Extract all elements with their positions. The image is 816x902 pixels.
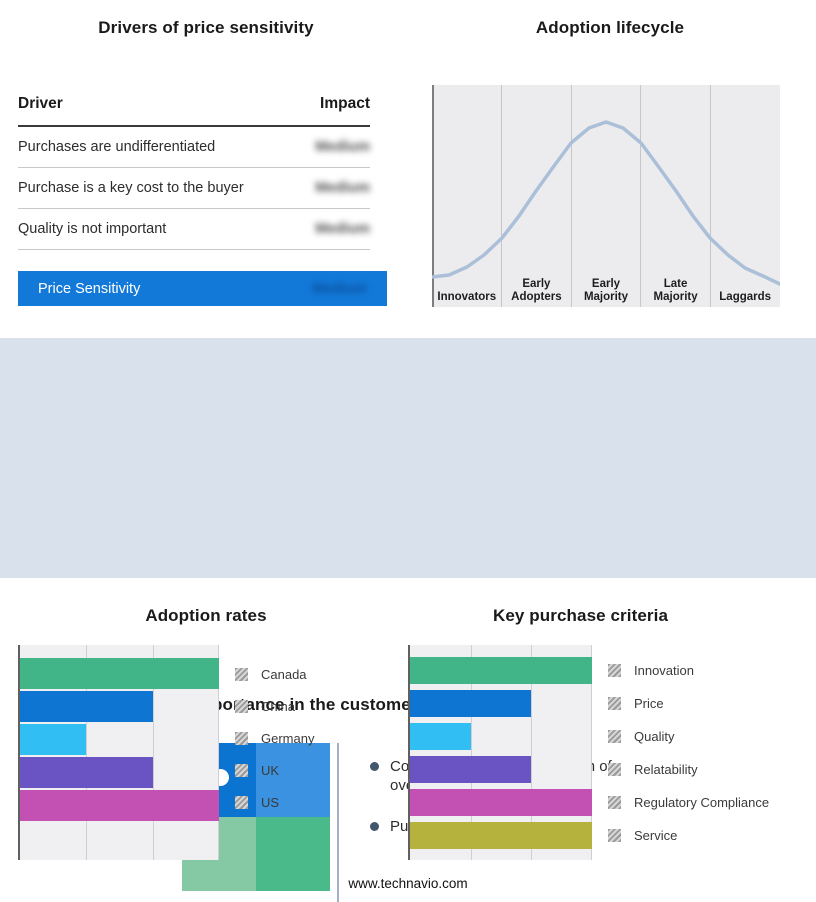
impact-value-redacted: Medium: [315, 139, 370, 155]
legend-item: Quality: [608, 728, 769, 744]
legend-item: US: [235, 794, 314, 810]
stage-label: Early Adopters: [511, 277, 562, 303]
impact-column-header: Impact: [320, 95, 370, 112]
legend-label: China: [261, 698, 295, 714]
footer-url: www.technavio.com: [348, 876, 468, 891]
gridline: [531, 645, 533, 860]
legend-label: Germany: [261, 730, 315, 746]
stage-label: Early Majority: [583, 277, 629, 303]
gridline: [218, 645, 219, 860]
gridline: [470, 645, 472, 860]
stage-label: Innovators: [437, 290, 497, 303]
impact-value-redacted: Medium: [315, 221, 370, 237]
legend-item: Relatability: [608, 761, 769, 777]
bullet-icon: [370, 762, 379, 771]
legend-swatch: [608, 762, 621, 776]
legend-item: Germany: [235, 730, 315, 746]
legend-item: UK: [235, 762, 314, 778]
bar-innovation: [410, 657, 592, 684]
y-axis-line: [432, 85, 434, 307]
adoption-rates-title: Adoption rates: [145, 606, 267, 625]
legend-item: Price: [608, 695, 769, 711]
driver-cell: Purchases are undifferentiated: [18, 139, 216, 155]
key-criteria-legend: Innovation Price Quality Relatability Re…: [608, 662, 770, 843]
drivers-table: Driver Impact Purchases are undifferenti…: [18, 95, 370, 250]
impact-value-redacted: Medium: [315, 180, 370, 196]
legend-swatch: [235, 699, 248, 713]
drivers-table-header: Driver Impact: [18, 95, 370, 127]
legend-swatch: [235, 731, 248, 745]
legend-item: Regulatory Compliance: [608, 794, 770, 810]
bar-relatability: [410, 756, 532, 783]
legend-label: Relatability: [634, 761, 698, 777]
legend-item: Canada: [235, 666, 314, 682]
purchase-basket-section: Importance in the customer purchase bask…: [0, 338, 816, 902]
stage-label: Laggards: [719, 290, 772, 303]
lifecycle-panel-title: Adoption lifecycle: [535, 18, 685, 37]
divider-line: [337, 743, 339, 902]
legend-label: UK: [261, 762, 280, 778]
bullet-icon: [370, 822, 379, 832]
adoption-rates-legend: Canada China Germany UK US: [235, 666, 315, 810]
driver-cell: Purchase is a key cost to the buyer: [18, 180, 244, 196]
quadrant-cell: [256, 743, 330, 817]
legend-item: Service: [608, 827, 769, 843]
adoption-lifecycle-chart: Innovators Early Adopters Early Majority…: [432, 85, 780, 307]
legend-label: US: [261, 794, 280, 810]
drivers-panel-title: Drivers of price sensitivity: [98, 18, 314, 37]
legend-swatch: [608, 729, 621, 743]
legend-swatch: [235, 667, 248, 681]
bar-us: [20, 790, 219, 821]
bar-uk: [20, 757, 153, 788]
bar-germany: [20, 724, 87, 755]
gridline: [152, 645, 154, 860]
gridline: [86, 645, 88, 860]
price-sensitivity-row: Price Sensitivity Medium: [18, 271, 387, 306]
legend-label: Service: [634, 827, 678, 843]
legend-label: Quality: [634, 728, 675, 744]
bar-price: [410, 690, 532, 717]
legend-item: Innovation: [608, 662, 769, 678]
bar-service: [410, 822, 592, 849]
legend-swatch: [608, 795, 621, 809]
driver-cell: Quality is not important: [18, 221, 167, 237]
impact-value-redacted: Medium: [312, 280, 367, 297]
key-criteria-title: Key purchase criteria: [492, 606, 669, 625]
legend-label: Innovation: [634, 662, 694, 678]
legend-swatch: [235, 763, 248, 777]
table-row: Quality is not important Medium: [18, 209, 370, 250]
gridline: [710, 85, 711, 307]
gridline: [591, 645, 592, 860]
quadrant-cell: [256, 817, 330, 891]
table-row: Purchase is a key cost to the buyer Medi…: [18, 168, 370, 209]
legend-swatch: [608, 663, 621, 677]
legend-label: Regulatory Compliance: [634, 794, 770, 810]
gridline: [501, 85, 502, 307]
lifecycle-stage-labels: Innovators Early Adopters Early Majority…: [432, 278, 780, 304]
bell-curve: [432, 120, 780, 286]
legend-swatch: [608, 828, 621, 842]
bar-china: [20, 691, 153, 722]
bar-regulatory-compliance: [410, 789, 592, 816]
lifecycle-curve-path: [432, 120, 780, 286]
key-criteria-chart: [408, 645, 592, 860]
price-sensitivity-label: Price Sensitivity: [38, 280, 141, 297]
adoption-rates-chart: [18, 645, 219, 860]
legend-swatch: [608, 696, 621, 710]
bar-quality: [410, 723, 471, 750]
table-row: Purchases are undifferentiated Medium: [18, 127, 370, 168]
bar-canada: [20, 658, 219, 689]
legend-label: Canada: [261, 666, 307, 682]
legend-item: China: [235, 698, 314, 714]
legend-label: Price: [634, 695, 664, 711]
gridline: [640, 85, 641, 307]
stage-label: Late Majority: [653, 277, 698, 303]
gridline: [571, 85, 572, 307]
driver-column-header: Driver: [18, 95, 63, 112]
legend-swatch: [235, 795, 248, 809]
